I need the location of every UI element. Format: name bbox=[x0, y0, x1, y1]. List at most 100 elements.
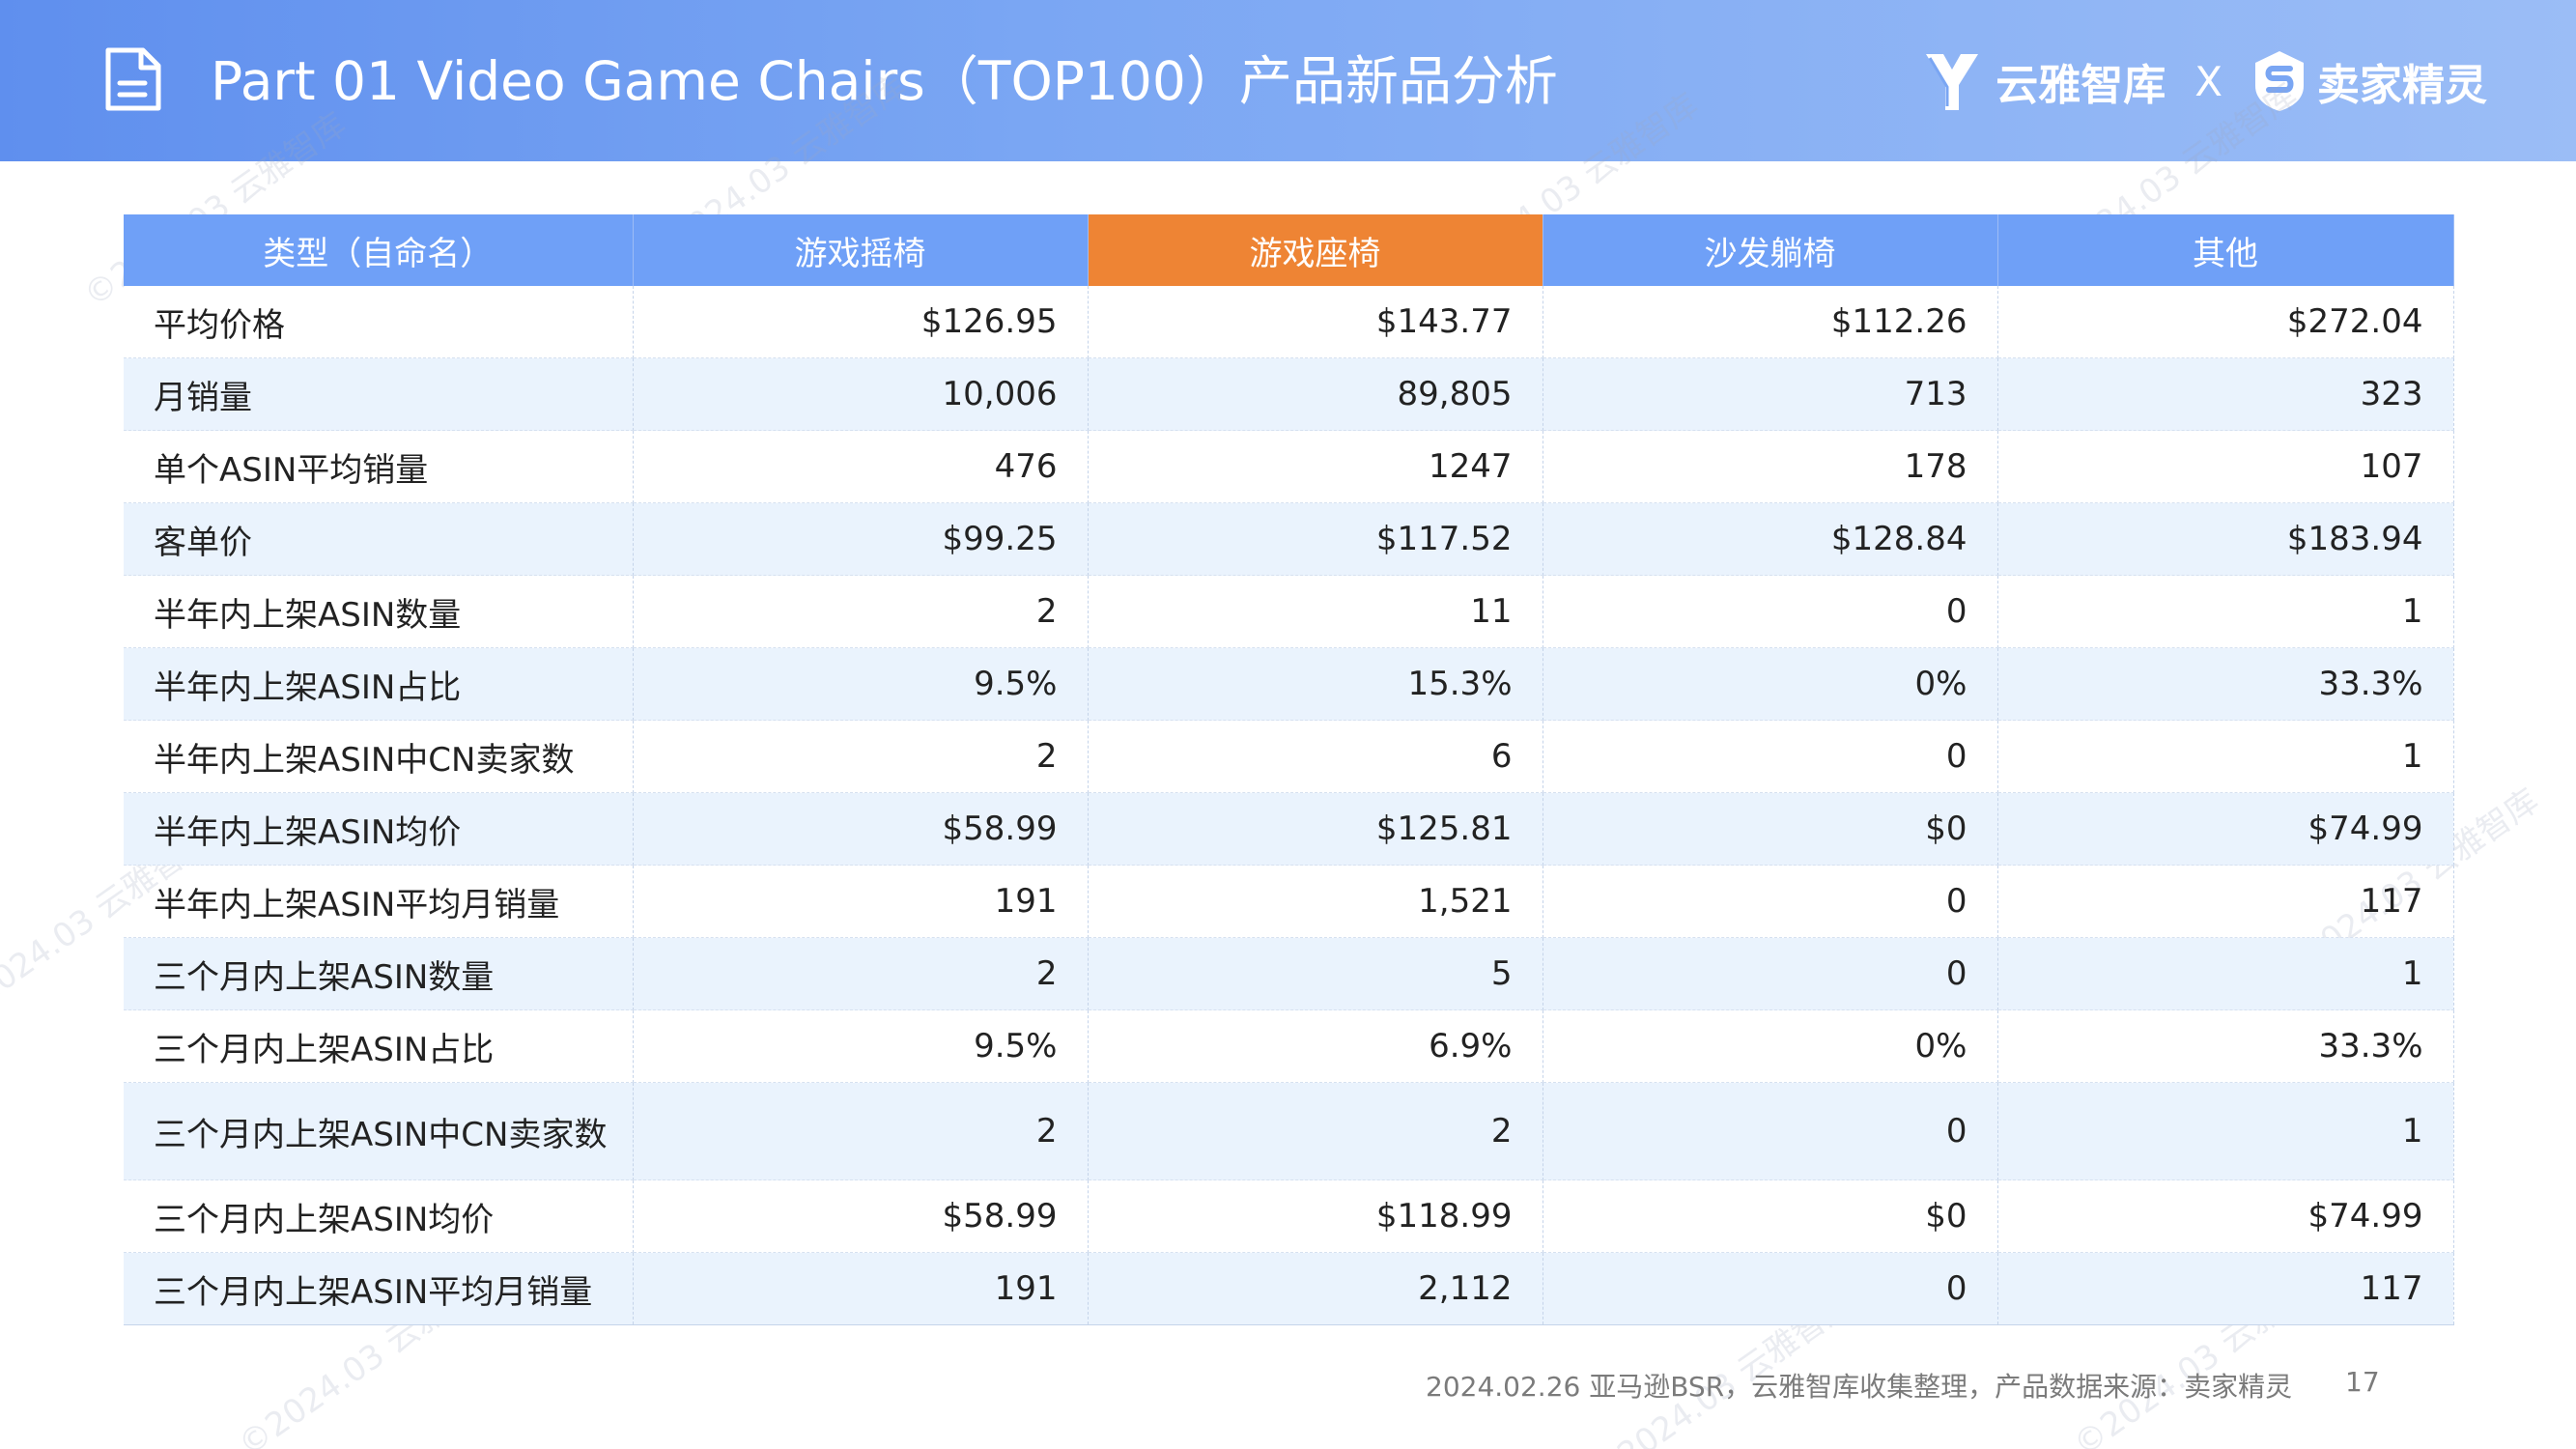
table-cell: 89,805 bbox=[1088, 357, 1543, 431]
table-row: 半年内上架ASIN平均月销量 191 1,521 0 117 bbox=[124, 865, 2454, 938]
table-cell: 11 bbox=[1088, 575, 1543, 648]
document-icon bbox=[105, 47, 161, 111]
table-cell: 9.5% bbox=[633, 1009, 1089, 1083]
table-cell: $118.99 bbox=[1088, 1179, 1543, 1253]
table-cell: 33.3% bbox=[1997, 1009, 2454, 1083]
table-row: 客单价 $99.25 $117.52 $128.84 $183.94 bbox=[124, 502, 2454, 576]
page-title: Part 01 Video Game Chairs（TOP100）产品新品分析 bbox=[211, 50, 1558, 112]
table-cell: 117 bbox=[1997, 1252, 2454, 1325]
brand-maijia: 卖家精灵 bbox=[2317, 61, 2487, 110]
table-cell: 2,112 bbox=[1088, 1252, 1543, 1325]
table-cell: 0 bbox=[1543, 937, 1998, 1010]
source-note: 2024.02.26 亚马逊BSR，云雅智库收集整理，产品数据来源：卖家精灵 bbox=[1426, 1371, 2293, 1403]
table-cell: $74.99 bbox=[1997, 792, 2454, 866]
table-cell: $125.81 bbox=[1088, 792, 1543, 866]
table-cell: $126.95 bbox=[633, 286, 1089, 358]
brand-separator: X bbox=[2194, 57, 2222, 105]
table-cell: 0 bbox=[1543, 865, 1998, 938]
row-label: 半年内上架ASIN中CN卖家数 bbox=[124, 720, 634, 793]
row-label: 三个月内上架ASIN中CN卖家数 bbox=[124, 1082, 634, 1180]
table-cell: $58.99 bbox=[633, 1179, 1089, 1253]
table-cell: 1 bbox=[1997, 575, 2454, 648]
table-row: 三个月内上架ASIN均价 $58.99 $118.99 $0 $74.99 bbox=[124, 1179, 2454, 1253]
column-header-sofa-recliner: 沙发躺椅 bbox=[1543, 214, 1998, 286]
table-cell: $0 bbox=[1543, 792, 1998, 866]
table-cell: 1,521 bbox=[1088, 865, 1543, 938]
yunya-logo-icon bbox=[1926, 54, 1979, 110]
column-header-other: 其他 bbox=[1997, 214, 2454, 286]
row-label: 单个ASIN平均销量 bbox=[124, 430, 634, 503]
row-label: 三个月内上架ASIN数量 bbox=[124, 937, 634, 1010]
table-cell: 0 bbox=[1543, 1082, 1998, 1180]
row-label: 客单价 bbox=[124, 502, 634, 576]
table-cell: 0% bbox=[1543, 1009, 1998, 1083]
table-cell: 2 bbox=[633, 720, 1089, 793]
table-cell: 323 bbox=[1997, 357, 2454, 431]
table-cell: 2 bbox=[633, 575, 1089, 648]
table-cell: 191 bbox=[633, 865, 1089, 938]
table-cell: $128.84 bbox=[1543, 502, 1998, 576]
table-cell: $58.99 bbox=[633, 792, 1089, 866]
table-cell: $272.04 bbox=[1997, 286, 2454, 358]
table-cell: 5 bbox=[1088, 937, 1543, 1010]
table-cell: 1 bbox=[1997, 937, 2454, 1010]
column-header-gaming-chair: 游戏座椅 bbox=[1088, 214, 1543, 286]
table-cell: 476 bbox=[633, 430, 1089, 503]
table-cell: 33.3% bbox=[1997, 647, 2454, 721]
brand-yunya: 云雅智库 bbox=[1996, 61, 2166, 110]
column-header-type: 类型（自命名） bbox=[124, 214, 634, 286]
comparison-table: 类型（自命名） 游戏摇椅 游戏座椅 沙发躺椅 其他 平均价格 $126.95 $14… bbox=[124, 214, 2454, 1325]
table-cell: 1247 bbox=[1088, 430, 1543, 503]
table-cell: 2 bbox=[633, 1082, 1089, 1180]
table-cell: 15.3% bbox=[1088, 647, 1543, 721]
table-row: 三个月内上架ASIN平均月销量 191 2,112 0 117 bbox=[124, 1252, 2454, 1325]
table-row: 月销量 10,006 89,805 713 323 bbox=[124, 357, 2454, 431]
table-cell: $99.25 bbox=[633, 502, 1089, 576]
row-label: 三个月内上架ASIN占比 bbox=[124, 1009, 634, 1083]
page-number: 17 bbox=[2345, 1366, 2380, 1398]
table-row: 三个月内上架ASIN占比 9.5% 6.9% 0% 33.3% bbox=[124, 1009, 2454, 1083]
row-label: 平均价格 bbox=[124, 286, 634, 358]
table-cell: 6.9% bbox=[1088, 1009, 1543, 1083]
table-row: 半年内上架ASIN数量 2 11 0 1 bbox=[124, 575, 2454, 648]
row-label: 半年内上架ASIN占比 bbox=[124, 647, 634, 721]
table-cell: $112.26 bbox=[1543, 286, 1998, 358]
row-label: 三个月内上架ASIN均价 bbox=[124, 1179, 634, 1253]
table-cell: 0 bbox=[1543, 575, 1998, 648]
table-cell: 107 bbox=[1997, 430, 2454, 503]
table-cell: 1 bbox=[1997, 720, 2454, 793]
table-row: 三个月内上架ASIN数量 2 5 0 1 bbox=[124, 937, 2454, 1010]
table-cell: 2 bbox=[1088, 1082, 1543, 1180]
row-label: 半年内上架ASIN均价 bbox=[124, 792, 634, 866]
brand-lockup: 云雅智库 X 卖家精灵 bbox=[1922, 46, 2487, 116]
table-cell: $117.52 bbox=[1088, 502, 1543, 576]
table-cell: 6 bbox=[1088, 720, 1543, 793]
table-cell: 1 bbox=[1997, 1082, 2454, 1180]
table-row: 半年内上架ASIN中CN卖家数 2 6 0 1 bbox=[124, 720, 2454, 793]
column-header-gaming-rocker: 游戏摇椅 bbox=[633, 214, 1089, 286]
table-cell: 191 bbox=[633, 1252, 1089, 1325]
table-cell: 0% bbox=[1543, 647, 1998, 721]
table-row: 单个ASIN平均销量 476 1247 178 107 bbox=[124, 430, 2454, 503]
table-row: 半年内上架ASIN均价 $58.99 $125.81 $0 $74.99 bbox=[124, 792, 2454, 866]
table-cell: 178 bbox=[1543, 430, 1998, 503]
table-cell: $143.77 bbox=[1088, 286, 1543, 358]
table-header-row: 类型（自命名） 游戏摇椅 游戏座椅 沙发躺椅 其他 bbox=[124, 214, 2454, 286]
row-label: 三个月内上架ASIN平均月销量 bbox=[124, 1252, 634, 1325]
table-cell: 713 bbox=[1543, 357, 1998, 431]
row-label: 半年内上架ASIN数量 bbox=[124, 575, 634, 648]
table-cell: $74.99 bbox=[1997, 1179, 2454, 1253]
table-cell: 117 bbox=[1997, 865, 2454, 938]
table-cell: $0 bbox=[1543, 1179, 1998, 1253]
table-cell: 0 bbox=[1543, 1252, 1998, 1325]
table-row: 半年内上架ASIN占比 9.5% 15.3% 0% 33.3% bbox=[124, 647, 2454, 721]
table-cell: 10,006 bbox=[633, 357, 1089, 431]
table-cell: 2 bbox=[633, 937, 1089, 1010]
table-cell: 0 bbox=[1543, 720, 1998, 793]
maijia-logo-icon bbox=[2255, 51, 2304, 111]
comparison-table-wrapper: 类型（自命名） 游戏摇椅 游戏座椅 沙发躺椅 其他 平均价格 $126.95 $14… bbox=[124, 214, 2454, 1325]
table-cell: $183.94 bbox=[1997, 502, 2454, 576]
row-label: 月销量 bbox=[124, 357, 634, 431]
row-label: 半年内上架ASIN平均月销量 bbox=[124, 865, 634, 938]
